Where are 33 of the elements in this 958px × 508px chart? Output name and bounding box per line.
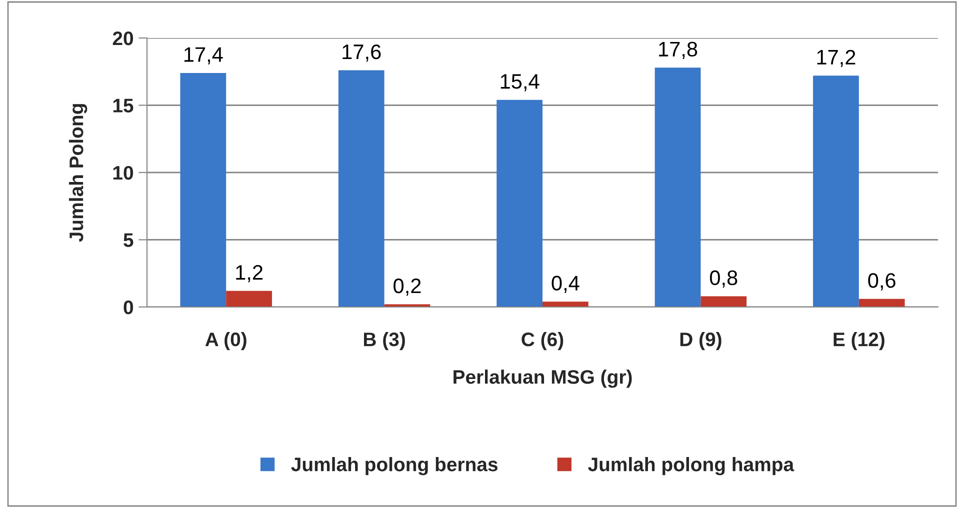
bar bbox=[700, 296, 747, 307]
x-tick-label: A (0) bbox=[205, 332, 246, 350]
data-label: 17,4 bbox=[184, 47, 223, 64]
x-tick-label: E (12) bbox=[834, 332, 884, 350]
data-label: 15,4 bbox=[500, 74, 540, 92]
data-label: 0,6 bbox=[868, 273, 896, 290]
y-tick-label: 5 bbox=[124, 233, 134, 247]
y-tick-label: 15 bbox=[113, 98, 134, 112]
data-label: 17,2 bbox=[817, 50, 856, 68]
data-label: 0,8 bbox=[710, 270, 738, 288]
bar bbox=[858, 298, 905, 307]
y-tick-label: 20 bbox=[112, 31, 134, 46]
legend-label: Jumlah polong bernas bbox=[291, 457, 498, 476]
data-label: 0,2 bbox=[394, 278, 421, 296]
data-label: 17,6 bbox=[342, 44, 381, 62]
bar bbox=[180, 72, 226, 307]
data-label: 17,8 bbox=[659, 42, 698, 59]
legend-label: Jumlah polong hampa bbox=[588, 457, 794, 476]
y-tick-label: 10 bbox=[113, 166, 134, 180]
x-tick-label: D (9) bbox=[680, 332, 722, 350]
bar bbox=[542, 302, 588, 307]
y-tick-label: 0 bbox=[124, 300, 134, 314]
bar bbox=[813, 76, 859, 307]
bar bbox=[654, 68, 701, 307]
bar bbox=[496, 100, 542, 307]
bar bbox=[226, 290, 272, 307]
x-tick-label: B (3) bbox=[364, 332, 405, 350]
data-label: 0,4 bbox=[552, 276, 580, 294]
x-tick-label: C (6) bbox=[522, 332, 564, 350]
bar bbox=[338, 70, 384, 307]
x-axis-title: Perlakuan MSG (gr) bbox=[454, 370, 632, 388]
y-axis-title: Jumlah Polong bbox=[68, 104, 88, 242]
data-label: 1,2 bbox=[236, 265, 262, 282]
